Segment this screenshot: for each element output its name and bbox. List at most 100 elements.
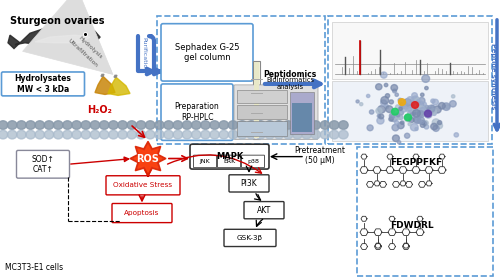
Ellipse shape bbox=[246, 121, 256, 129]
Text: Bioinformatics
analysis: Bioinformatics analysis bbox=[266, 77, 314, 90]
Ellipse shape bbox=[16, 130, 26, 139]
Polygon shape bbox=[35, 35, 90, 43]
Ellipse shape bbox=[81, 121, 90, 129]
Ellipse shape bbox=[330, 121, 339, 129]
Ellipse shape bbox=[154, 130, 164, 139]
FancyBboxPatch shape bbox=[190, 144, 269, 169]
Ellipse shape bbox=[72, 130, 82, 139]
FancyBboxPatch shape bbox=[218, 155, 240, 168]
Text: MAPK: MAPK bbox=[216, 152, 243, 161]
Ellipse shape bbox=[246, 130, 256, 139]
Circle shape bbox=[406, 106, 412, 112]
Circle shape bbox=[450, 101, 456, 107]
FancyBboxPatch shape bbox=[237, 90, 287, 103]
Ellipse shape bbox=[136, 121, 146, 129]
Polygon shape bbox=[130, 141, 166, 176]
Ellipse shape bbox=[108, 121, 118, 129]
Circle shape bbox=[421, 106, 427, 113]
Ellipse shape bbox=[256, 121, 266, 129]
Ellipse shape bbox=[219, 121, 228, 129]
Circle shape bbox=[428, 108, 432, 112]
Ellipse shape bbox=[200, 130, 210, 139]
Circle shape bbox=[410, 109, 416, 115]
Circle shape bbox=[446, 105, 450, 109]
Circle shape bbox=[410, 101, 414, 106]
Text: FEGPPFKF: FEGPPFKF bbox=[390, 158, 442, 167]
FancyBboxPatch shape bbox=[253, 61, 260, 139]
Text: SOD↑
CAT↑: SOD↑ CAT↑ bbox=[32, 155, 54, 174]
Ellipse shape bbox=[0, 121, 8, 129]
Ellipse shape bbox=[238, 121, 247, 129]
Bar bbox=[328, 16, 492, 144]
Polygon shape bbox=[114, 75, 117, 77]
Circle shape bbox=[380, 100, 386, 106]
FancyBboxPatch shape bbox=[254, 62, 259, 138]
Text: ERK: ERK bbox=[223, 159, 235, 164]
Text: Sturgeon ovaries: Sturgeon ovaries bbox=[10, 16, 104, 26]
Text: JNK: JNK bbox=[200, 159, 210, 164]
Circle shape bbox=[367, 125, 373, 131]
Circle shape bbox=[436, 123, 442, 129]
Ellipse shape bbox=[164, 121, 173, 129]
FancyBboxPatch shape bbox=[290, 92, 314, 134]
Circle shape bbox=[433, 125, 439, 131]
Circle shape bbox=[425, 111, 432, 118]
Bar bbox=[357, 147, 493, 276]
Text: Ultrafiltration: Ultrafiltration bbox=[67, 38, 99, 68]
Circle shape bbox=[420, 93, 424, 97]
Circle shape bbox=[420, 120, 424, 124]
Circle shape bbox=[432, 112, 436, 115]
Text: Hydrolysates
MW < 3 kDa: Hydrolysates MW < 3 kDa bbox=[14, 74, 72, 94]
Circle shape bbox=[394, 120, 398, 124]
Ellipse shape bbox=[302, 121, 312, 129]
Circle shape bbox=[426, 109, 430, 113]
Text: Purification: Purification bbox=[141, 37, 146, 72]
Polygon shape bbox=[134, 145, 162, 172]
Circle shape bbox=[410, 123, 418, 131]
Ellipse shape bbox=[228, 130, 238, 139]
Ellipse shape bbox=[44, 130, 54, 139]
Circle shape bbox=[412, 102, 418, 108]
Ellipse shape bbox=[90, 130, 100, 139]
Circle shape bbox=[389, 117, 393, 121]
Circle shape bbox=[408, 123, 411, 126]
Ellipse shape bbox=[108, 130, 118, 139]
Ellipse shape bbox=[311, 121, 320, 129]
Circle shape bbox=[376, 84, 382, 90]
Text: FDWDRL: FDWDRL bbox=[390, 221, 434, 230]
Circle shape bbox=[400, 121, 404, 124]
Circle shape bbox=[404, 99, 411, 106]
Circle shape bbox=[398, 98, 402, 102]
Circle shape bbox=[412, 96, 419, 102]
Ellipse shape bbox=[265, 121, 274, 129]
Circle shape bbox=[414, 117, 420, 123]
Circle shape bbox=[415, 127, 418, 130]
Circle shape bbox=[370, 110, 374, 114]
Circle shape bbox=[417, 111, 422, 116]
Circle shape bbox=[424, 112, 430, 118]
Circle shape bbox=[410, 111, 416, 116]
Circle shape bbox=[390, 114, 398, 122]
FancyBboxPatch shape bbox=[244, 202, 284, 219]
Circle shape bbox=[399, 107, 402, 110]
Circle shape bbox=[398, 141, 400, 144]
FancyBboxPatch shape bbox=[161, 24, 253, 81]
Ellipse shape bbox=[44, 121, 54, 129]
Text: p38: p38 bbox=[247, 159, 259, 164]
Circle shape bbox=[406, 115, 410, 120]
FancyBboxPatch shape bbox=[234, 85, 318, 139]
Circle shape bbox=[420, 123, 425, 127]
Circle shape bbox=[406, 97, 414, 104]
Circle shape bbox=[377, 117, 384, 124]
Circle shape bbox=[408, 107, 412, 111]
Ellipse shape bbox=[219, 130, 228, 139]
Ellipse shape bbox=[26, 121, 36, 129]
Ellipse shape bbox=[136, 130, 146, 139]
Circle shape bbox=[400, 105, 407, 112]
Circle shape bbox=[378, 114, 381, 118]
Ellipse shape bbox=[320, 130, 330, 139]
Ellipse shape bbox=[173, 130, 182, 139]
Polygon shape bbox=[15, 27, 100, 48]
Text: Peptidomics: Peptidomics bbox=[264, 70, 316, 79]
FancyBboxPatch shape bbox=[112, 204, 172, 223]
